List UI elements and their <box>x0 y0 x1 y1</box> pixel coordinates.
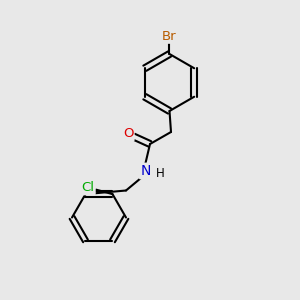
Text: H: H <box>156 167 165 180</box>
Text: N: N <box>140 164 151 178</box>
Text: Cl: Cl <box>81 181 94 194</box>
Text: Br: Br <box>162 29 177 43</box>
Text: O: O <box>123 127 133 140</box>
